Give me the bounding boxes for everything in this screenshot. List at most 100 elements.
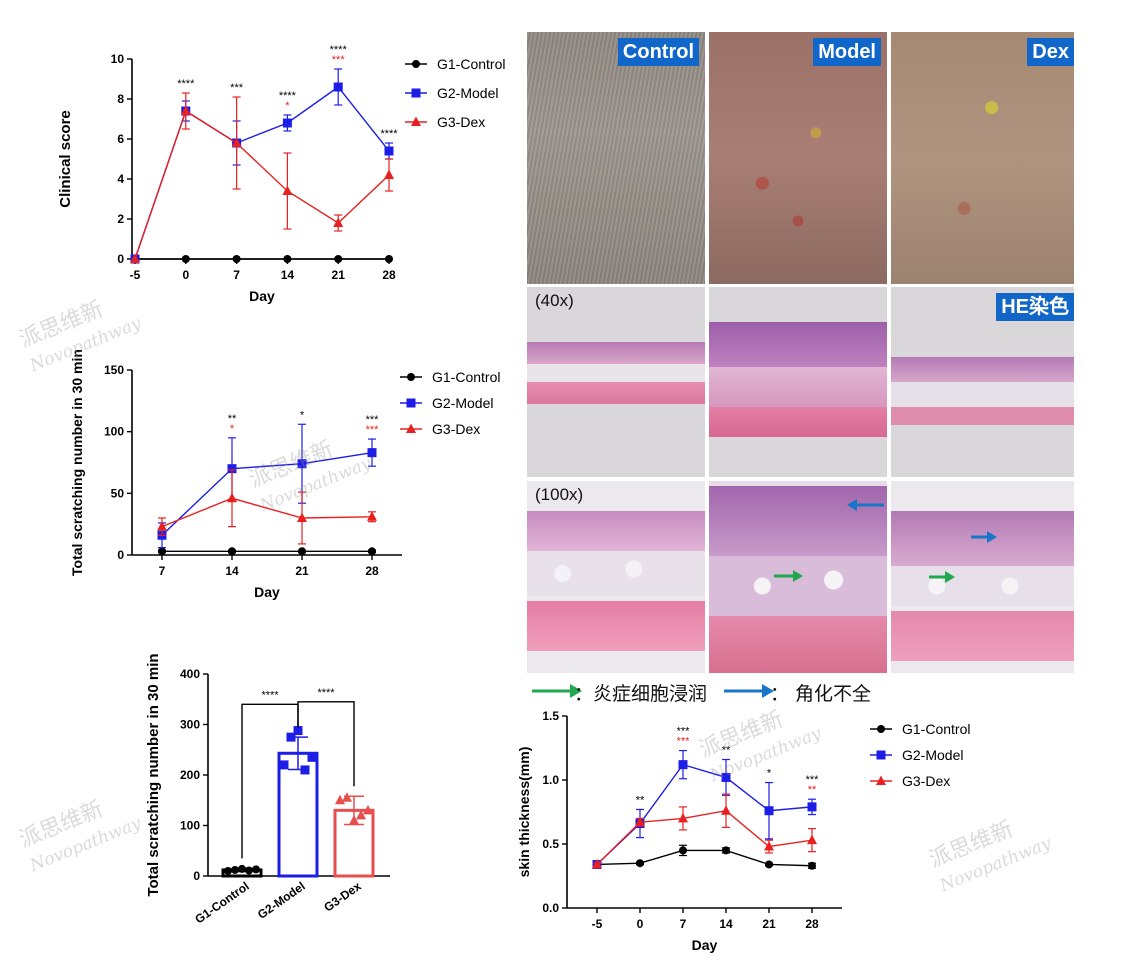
legend-entry: G2-Model [405,85,498,101]
data-point [367,511,377,521]
significance-black: *** [230,82,244,94]
series-line [596,809,813,865]
y-tick-label: 0 [117,252,124,266]
bar [277,751,319,878]
series-G3-Dex [157,469,377,545]
magnification-40x: (40x) [535,291,574,310]
data-point [181,255,190,263]
photo-control-skin: Control [527,32,705,284]
y-axis-title: Total scratching number in 30 min [69,350,85,576]
legend-entry: G2-Model [400,395,493,411]
y-tick-label: 150 [104,363,124,377]
y-tick-label: 8 [117,92,124,106]
data-point [385,255,393,263]
scatter-point [363,804,373,815]
significance-red: * [285,100,290,112]
legend-label: G1-Control [902,721,970,737]
significance-red: ** [808,784,817,796]
scatter-point [252,865,260,874]
x-tick-label: G1-Control [192,879,251,926]
legend-marker [406,423,416,433]
bar-G3-Dex [333,792,375,878]
series-line [596,763,813,865]
legend-entry: G1-Control [870,721,970,737]
photo-dex-skin: Dex [891,32,1074,284]
y-tick-label: 100 [180,819,200,833]
data-point [765,860,773,869]
data-point [807,834,817,845]
x-tick-label: -5 [592,917,603,931]
y-tick-label: 50 [111,486,125,500]
plot-thickness: 0.0 0.5 1.0 1.5 -5 0 7 14 21 28 Day skin thickness(… [516,709,970,953]
data-point [721,805,731,815]
data-point [635,816,645,827]
legend-marker [407,373,415,381]
he-40x-control: (40x) [527,287,705,477]
legend-entry: G3-Dex [400,421,480,437]
y-tick-label: 0.5 [542,837,559,851]
y-axis-title: Clinical score [57,110,74,208]
x-tick-label: 7 [680,917,687,931]
data-point [367,448,377,458]
scatter-point [293,726,303,736]
legend-marker [411,88,421,98]
x-tick-label: 21 [295,564,309,578]
y-tick-label: 10 [111,52,125,66]
skin-thickness-chart: 0.0 0.5 1.0 1.5 -5 0 7 14 21 28 Day skin thickness(… [516,709,970,953]
data-point [298,547,306,556]
significance-bracket: **** [241,689,299,859]
he-100x-control: (100x) [527,481,705,673]
bar-G1-Control [221,864,263,878]
data-point [722,846,730,855]
data-point [384,146,394,156]
x-tick-label: 0 [637,917,644,931]
y-tick-label: 0.0 [542,901,559,915]
scatter-point [307,752,317,762]
plot-scratch-time: 0 50 100 150 7 14 21 28 Day Total scratching numb… [69,350,500,600]
x-tick-label: 14 [225,564,239,578]
significance-black: **** [177,78,195,90]
x-tick-label: -5 [130,268,141,282]
y-tick-label: 6 [117,132,124,146]
he-40x-dex: HE染色 [891,287,1074,477]
he-40x-model [709,287,887,477]
x-tick-label: 14 [281,268,295,282]
legend-marker [411,116,421,126]
legend-marker [876,750,886,760]
series-line [161,497,373,528]
scatter-point [300,765,310,775]
significance-black: ** [228,413,237,425]
data-point [334,255,343,263]
scatter-point [238,864,246,873]
scratching-time-chart: 0 50 100 150 7 14 21 28 Day Total scratching numb… [69,350,500,600]
y-axis-title: Total scratching number in 30 min [145,653,162,896]
series-G1-Control [131,255,393,263]
data-point [228,547,236,556]
scratching-bar-chart: 0 100 200 300 400 Total scratching number in … [145,653,390,926]
significance-black: ** [722,745,731,757]
x-tick-label: 28 [805,917,819,931]
data-point [636,859,644,868]
bracket-line [297,701,355,787]
data-point [808,861,816,870]
significance-black: **** [279,90,297,102]
bracket-line [241,703,299,859]
legend-entry: G2-Model [870,747,963,763]
legend-entry: G1-Control [405,56,505,72]
significance-black: ** [636,794,645,806]
blue-arrow-icon [724,684,774,698]
photo-model-skin: Model [709,32,887,284]
data-point [282,118,292,128]
x-tick-label: 0 [182,268,189,282]
legend-label: G3-Dex [432,421,480,437]
y-axis-title: skin thickness(mm) [516,747,532,878]
scatter-point [349,814,359,825]
data-point [180,105,191,115]
x-tick-label: 7 [233,268,240,282]
y-tick-label: 0 [193,869,200,883]
data-point [592,858,602,869]
photo-label-model: Model [813,38,881,66]
legend-inflammation: ：炎症细胞浸润 [574,683,708,705]
he-stain-label: HE染色 [996,293,1074,321]
data-point [333,217,344,227]
